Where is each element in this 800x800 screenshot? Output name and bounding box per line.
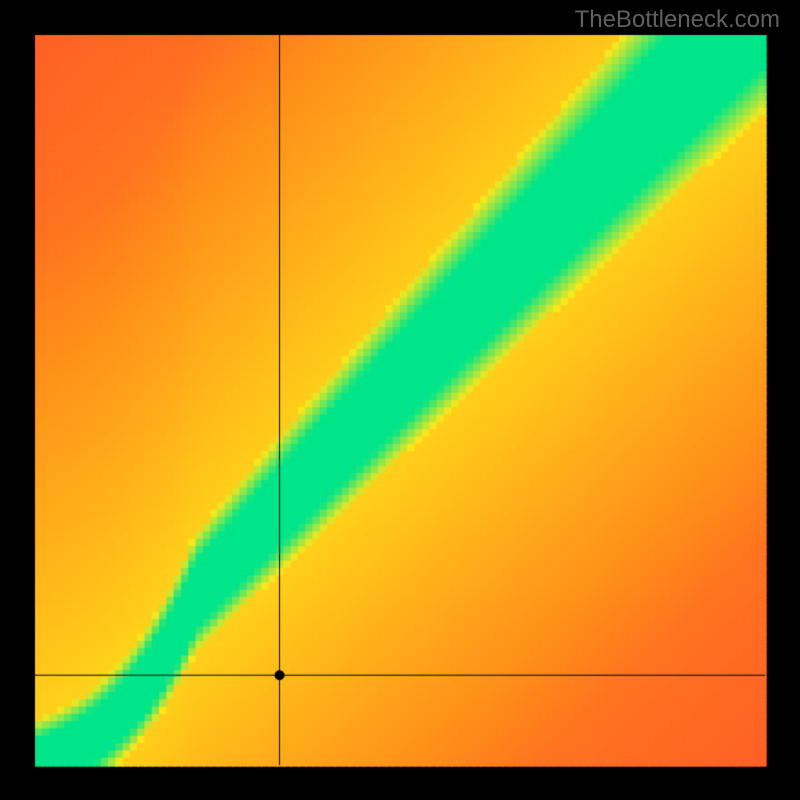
watermark-text: TheBottleneck.com [575,6,780,34]
bottleneck-heatmap [0,0,800,800]
chart-container: TheBottleneck.com [0,0,800,800]
